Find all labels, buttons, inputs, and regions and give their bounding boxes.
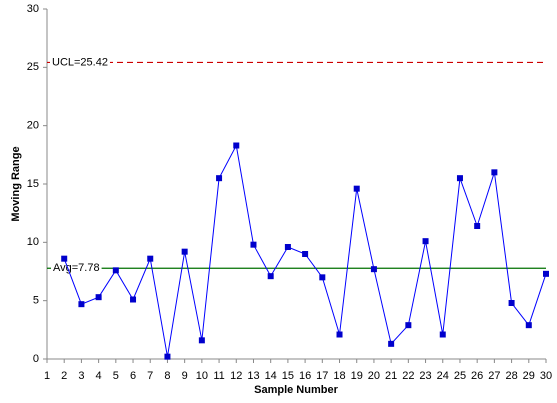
x-tick-label: 5 bbox=[113, 370, 119, 382]
x-tick-label: 28 bbox=[505, 370, 517, 382]
x-tick-label: 2 bbox=[61, 370, 67, 382]
avg-label: Avg=7.78 bbox=[53, 262, 100, 274]
x-tick-label: 30 bbox=[540, 370, 552, 382]
data-point bbox=[370, 266, 377, 273]
data-point bbox=[543, 270, 549, 277]
data-point bbox=[112, 267, 119, 274]
data-point bbox=[336, 331, 343, 338]
x-tick-label: 26 bbox=[471, 370, 483, 382]
data-point bbox=[525, 322, 532, 329]
x-tick-label: 21 bbox=[385, 370, 397, 382]
x-tick-label: 27 bbox=[488, 370, 500, 382]
x-tick-label: 24 bbox=[437, 370, 449, 382]
data-point bbox=[353, 185, 360, 192]
x-tick-label: 14 bbox=[265, 370, 277, 382]
data-point bbox=[508, 300, 515, 306]
y-tick-label: 10 bbox=[27, 236, 39, 248]
data-point bbox=[233, 142, 240, 149]
x-tick-label: 22 bbox=[402, 370, 414, 382]
ucl-label: UCL=25.42 bbox=[52, 56, 108, 68]
x-tick-label: 23 bbox=[419, 370, 431, 382]
y-tick-label: 20 bbox=[27, 120, 39, 132]
data-point bbox=[267, 273, 274, 280]
data-point bbox=[250, 241, 257, 248]
y-tick-label: 25 bbox=[27, 61, 39, 73]
label-background bbox=[50, 55, 110, 70]
x-tick-label: 17 bbox=[316, 370, 328, 382]
data-point bbox=[284, 244, 291, 250]
x-tick-label: 11 bbox=[213, 370, 224, 382]
x-tick-label: 18 bbox=[333, 370, 345, 382]
data-point bbox=[147, 255, 154, 262]
data-point bbox=[164, 353, 171, 360]
label-background bbox=[51, 261, 102, 276]
data-point bbox=[130, 296, 137, 303]
x-tick-label: 19 bbox=[351, 370, 363, 382]
x-tick-label: 25 bbox=[454, 370, 466, 382]
y-tick-label: 30 bbox=[27, 3, 39, 15]
data-point bbox=[61, 255, 68, 262]
data-point bbox=[216, 175, 223, 182]
data-point bbox=[181, 248, 188, 255]
x-tick-label: 20 bbox=[368, 370, 380, 382]
x-tick-label: 12 bbox=[230, 370, 242, 382]
x-tick-label: 1 bbox=[44, 370, 50, 382]
x-tick-label: 15 bbox=[282, 370, 294, 382]
x-tick-label: 8 bbox=[164, 370, 170, 382]
x-tick-label: 16 bbox=[299, 370, 311, 382]
y-axis-title: Moving Range bbox=[10, 146, 22, 221]
data-point bbox=[78, 301, 85, 308]
y-tick-label: 15 bbox=[27, 178, 39, 190]
data-point bbox=[422, 238, 429, 245]
data-point bbox=[439, 331, 446, 338]
data-point bbox=[198, 337, 205, 344]
x-tick-label: 4 bbox=[96, 370, 102, 382]
data-point bbox=[456, 175, 463, 182]
data-point bbox=[302, 251, 309, 257]
y-tick-label: 5 bbox=[33, 295, 39, 307]
data-point bbox=[388, 340, 395, 347]
data-point bbox=[405, 322, 412, 329]
x-tick-label: 7 bbox=[147, 370, 153, 382]
data-point bbox=[474, 223, 481, 229]
x-tick-label: 3 bbox=[78, 370, 84, 382]
x-tick-label: 29 bbox=[523, 370, 535, 382]
x-tick-label: 10 bbox=[196, 370, 208, 382]
x-tick-label: 9 bbox=[182, 370, 188, 382]
x-tick-label: 6 bbox=[130, 370, 136, 382]
x-tick-label: 13 bbox=[247, 370, 259, 382]
x-axis-title: Sample Number bbox=[254, 384, 338, 396]
y-tick-label: 0 bbox=[33, 353, 39, 365]
data-point bbox=[95, 294, 102, 301]
data-point bbox=[491, 169, 498, 176]
data-point bbox=[319, 274, 326, 281]
